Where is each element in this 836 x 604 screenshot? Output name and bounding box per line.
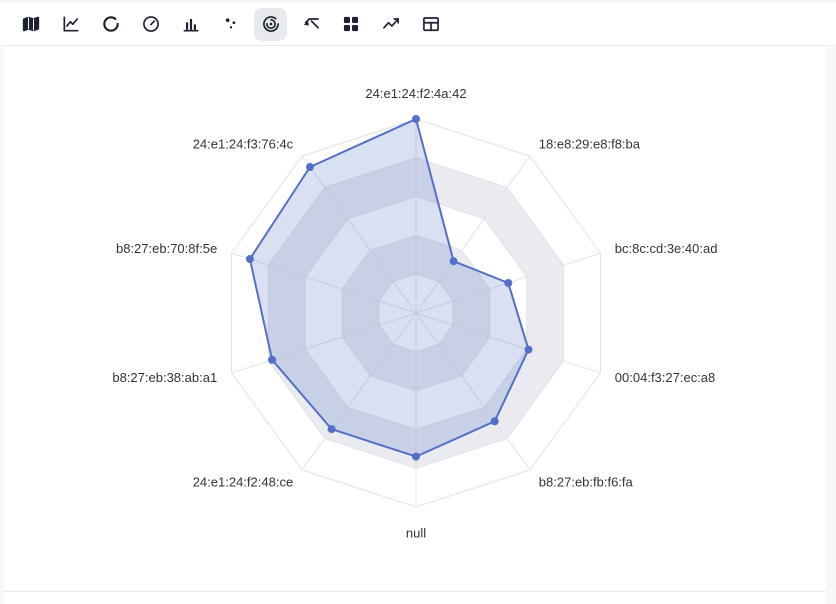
radar-data-point[interactable] [306, 163, 314, 171]
radar-axis-line [415, 312, 531, 471]
radar-data-point[interactable] [490, 417, 499, 426]
left-gutter [0, 47, 4, 604]
radar-data-point[interactable] [327, 425, 336, 434]
radar-axis-label: b8:27:eb:38:ab:a1 [112, 370, 217, 385]
toolbar-button-scatter[interactable] [214, 8, 247, 41]
chart-panel: 24:e1:24:f2:4a:42 18:e8:29:e8:f8:ba bc:8c:… [4, 47, 826, 592]
table-view-icon [421, 14, 441, 34]
radar-axis-label: b8:27:eb:70:8f:5e [116, 241, 217, 256]
radar-data-point[interactable] [245, 255, 254, 263]
radar-split-area [342, 235, 490, 391]
radar-data-point[interactable] [524, 345, 533, 354]
toolbar-button-line[interactable] [54, 8, 87, 41]
radar-data-point[interactable] [268, 355, 277, 364]
radar-axis-label: 24:e1:24:f2:48:ce [193, 475, 293, 490]
radar-data-point[interactable] [449, 257, 458, 266]
radar-axis-line [415, 155, 531, 314]
top-divider [0, 0, 836, 3]
radar-axis-label: null [406, 526, 426, 541]
radar-data-point[interactable] [504, 279, 513, 287]
line-chart-icon [61, 14, 81, 34]
radar-axis-line [301, 312, 417, 471]
right-gutter [826, 47, 836, 604]
bar-chart-icon [181, 14, 201, 34]
radar-split-area [305, 196, 527, 430]
gauge-chart-icon [141, 14, 161, 34]
toolbar-button-treemap[interactable] [334, 8, 367, 41]
radar-axis-label: 24:e1:24:f2:4a:42 [365, 86, 466, 101]
toolbar-button-donut[interactable] [94, 8, 127, 41]
donut-chart-icon [101, 14, 121, 34]
toolbar-button-table[interactable] [414, 8, 447, 41]
radar-data-point[interactable] [412, 115, 420, 123]
radar-data-point[interactable] [412, 452, 420, 461]
toolbar-button-bar[interactable] [174, 8, 207, 41]
toolbar-button-radar[interactable] [254, 7, 287, 41]
radar-chart: 24:e1:24:f2:4a:42 18:e8:29:e8:f8:ba bc:8c:… [112, 86, 718, 541]
sankey-chart-icon [301, 14, 321, 34]
radar-axis-line [301, 155, 417, 314]
treemap-chart-icon [341, 14, 361, 34]
radar-axis-label: 00:04:f3:27:ec:a8 [615, 370, 715, 385]
toolbar-button-sankey[interactable] [294, 8, 327, 41]
radar-axis-label: bc:8c:cd:3e:40:ad [615, 241, 718, 256]
toolbar-button-gauge[interactable] [134, 8, 167, 41]
radar-axis-label: 18:e8:29:e8:f8:ba [539, 136, 641, 151]
radar-axis-label: 24:e1:24:f3:76:4c [193, 136, 294, 151]
scatter-chart-icon [221, 14, 241, 34]
toolbar-button-trend[interactable] [374, 8, 407, 41]
radar-chart-icon [261, 14, 281, 34]
trend-chart-icon [381, 14, 401, 34]
radar-axis-label: b8:27:eb:fb:f6:fa [539, 475, 634, 490]
map-chart-icon [21, 14, 41, 34]
radar-axis-line [231, 252, 417, 314]
radar-axis-line [415, 312, 601, 374]
toolbar-button-map[interactable] [14, 8, 47, 41]
radar-axis-line [231, 312, 417, 374]
chart-type-toolbar [0, 3, 836, 46]
